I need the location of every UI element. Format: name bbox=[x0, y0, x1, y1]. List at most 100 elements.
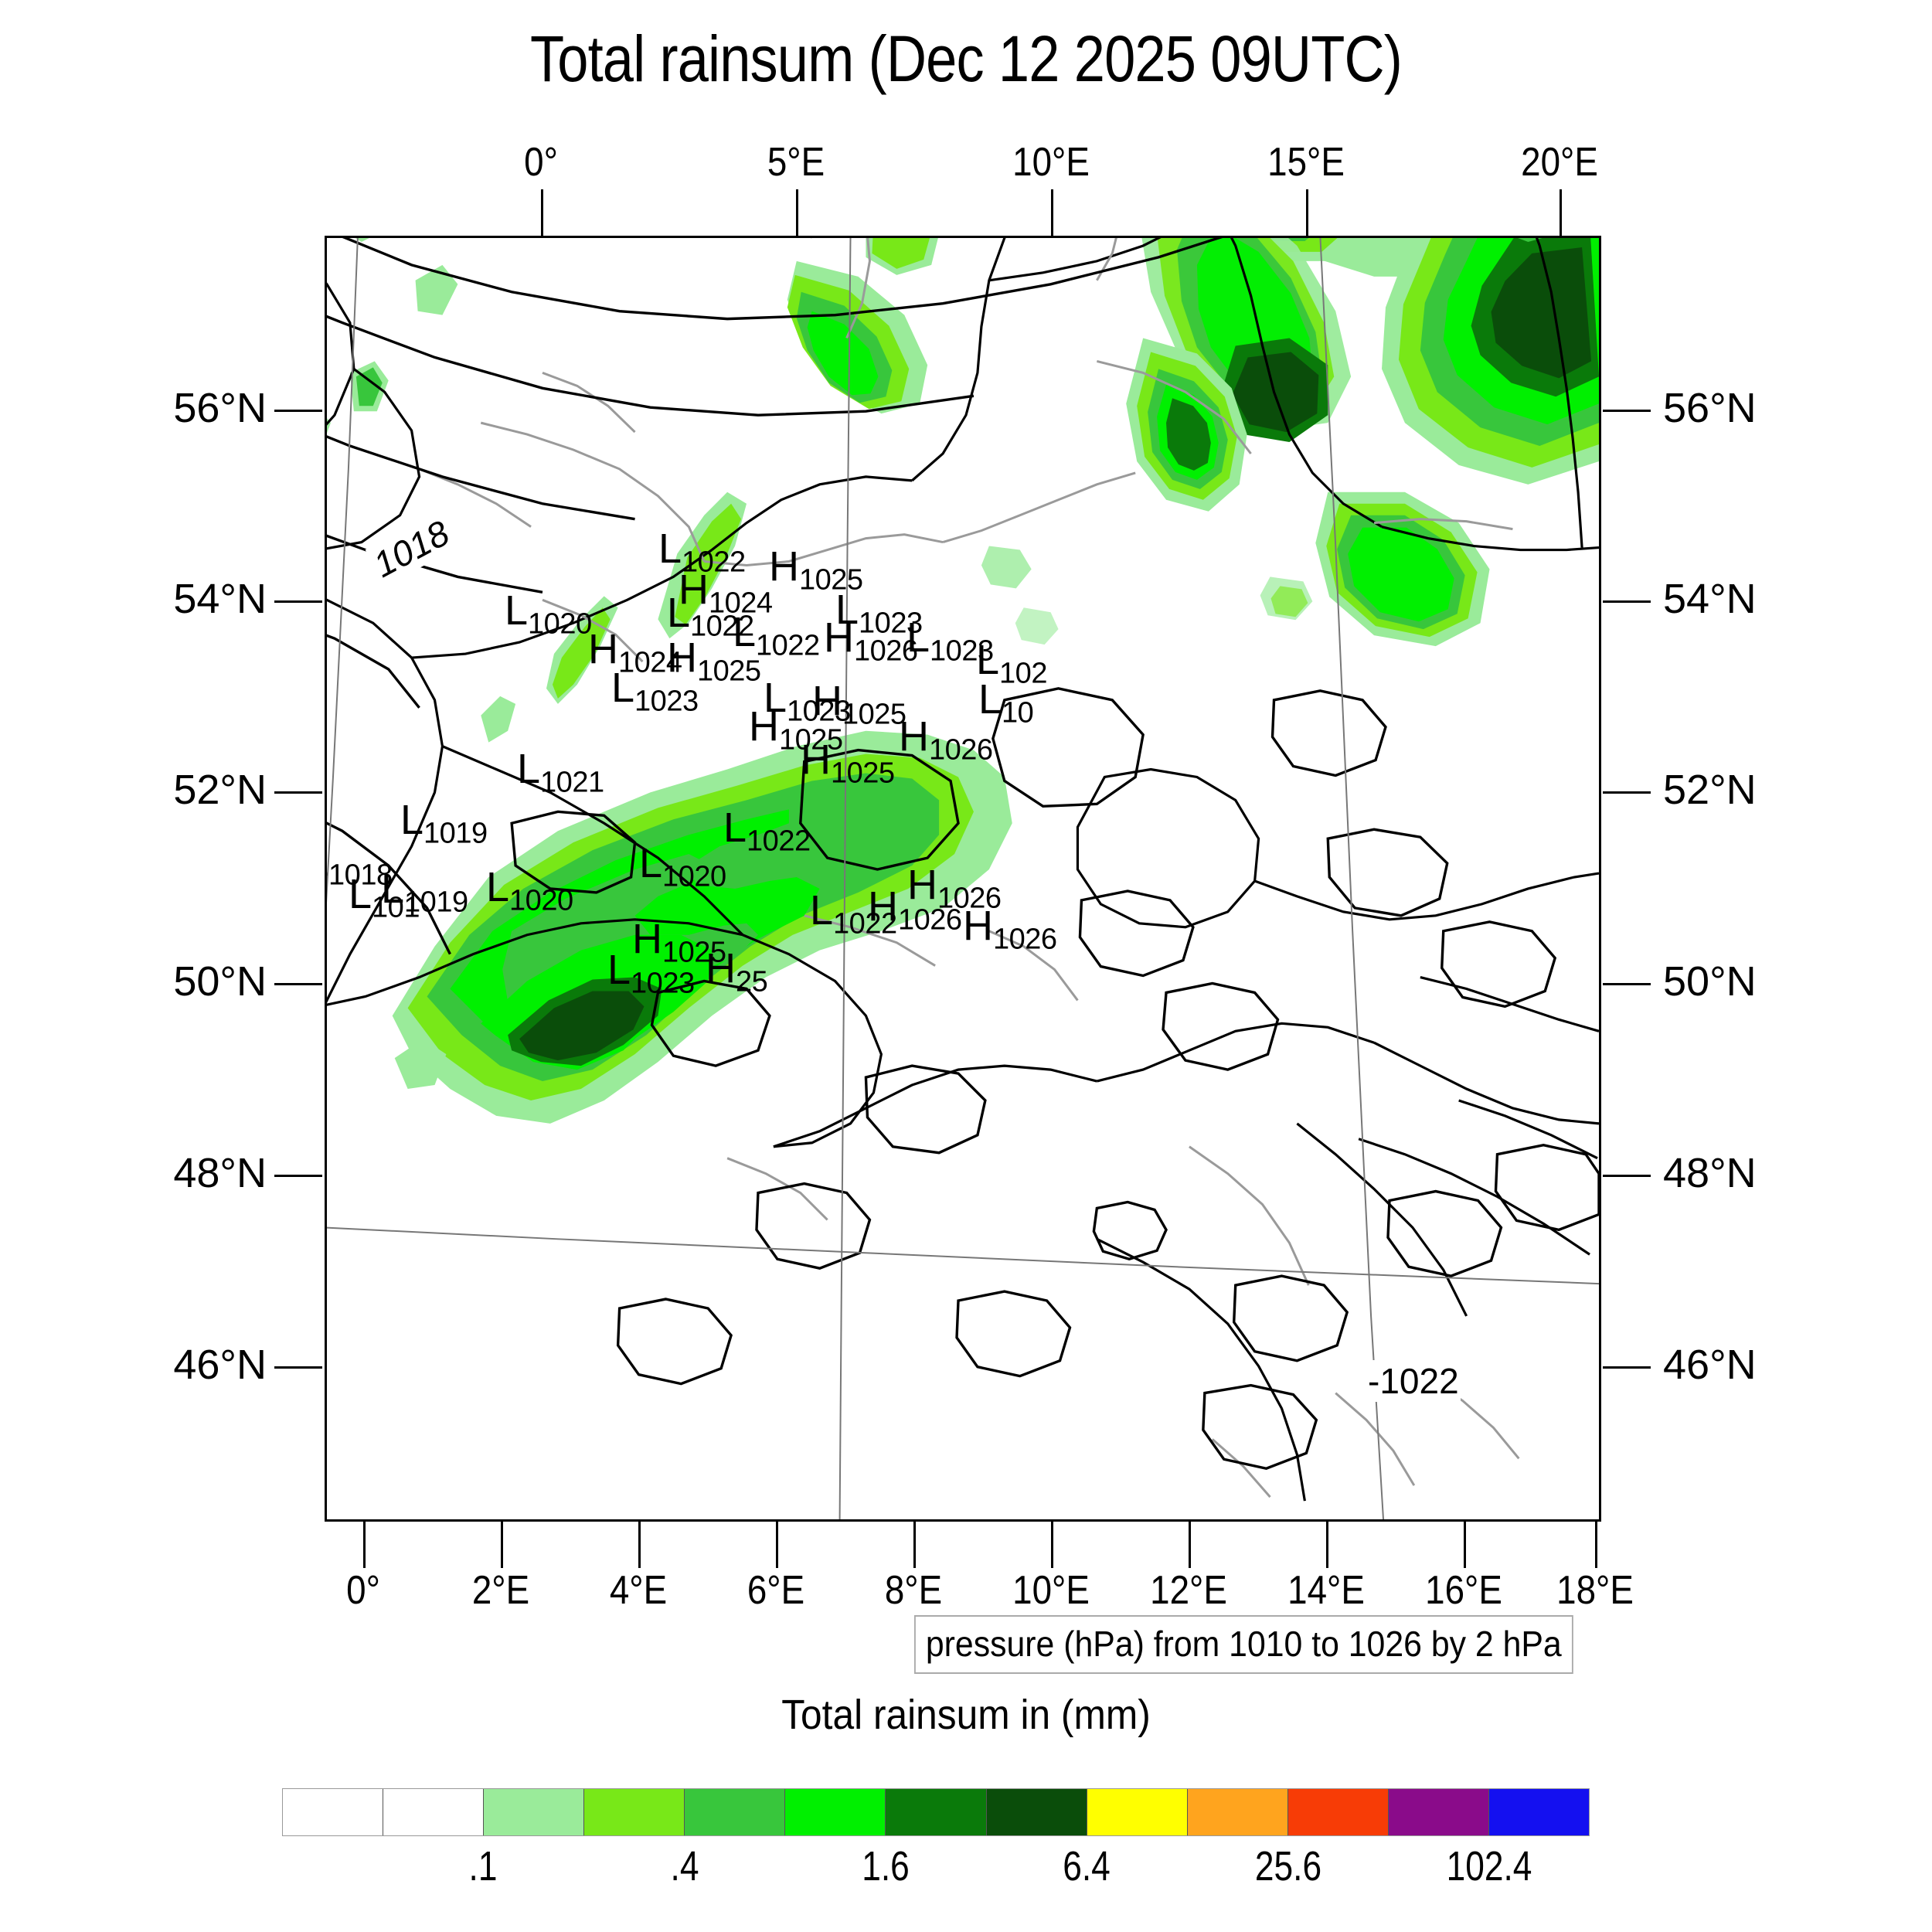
pressure-label-value: 1025 bbox=[831, 757, 895, 790]
tick-left-0 bbox=[274, 410, 322, 412]
pressure-label-l: L1023 bbox=[611, 667, 699, 716]
tick-top-0 bbox=[541, 189, 543, 236]
bottom-axis-label-4: 8°E bbox=[884, 1568, 943, 1613]
tick-left-3 bbox=[274, 983, 322, 985]
colorbar-cell-7[interactable] bbox=[986, 1789, 1087, 1835]
colorbar[interactable] bbox=[282, 1788, 1590, 1836]
pressure-label-type: L bbox=[733, 609, 757, 655]
pressure-label-h: H1026 bbox=[824, 617, 918, 665]
colorbar-cell-0[interactable] bbox=[283, 1789, 384, 1835]
colorbar-tick-5: 102.4 bbox=[1446, 1843, 1532, 1889]
tick-bottom-5 bbox=[1051, 1522, 1053, 1568]
pressure-label-l: L1022 bbox=[810, 889, 897, 938]
pressure-label-type: L bbox=[400, 797, 424, 843]
isobar-label: -1022 bbox=[1366, 1360, 1461, 1402]
colorbar-cell-2[interactable] bbox=[484, 1789, 585, 1835]
pressure-label-value: 102 bbox=[999, 657, 1047, 690]
pressure-label-type: H bbox=[706, 945, 736, 992]
right-axis-label-3: 50°N bbox=[1663, 958, 1757, 1005]
pressure-label-value: 1023 bbox=[930, 634, 994, 668]
tick-bottom-7 bbox=[1326, 1522, 1328, 1568]
tick-bottom-1 bbox=[501, 1522, 503, 1568]
pressure-label-value: 1020 bbox=[528, 607, 592, 641]
pressure-label-type: L bbox=[978, 676, 1002, 723]
bottom-axis-label-6: 12°E bbox=[1150, 1568, 1227, 1613]
colorbar-cell-8[interactable] bbox=[1087, 1789, 1188, 1835]
colorbar-cell-11[interactable] bbox=[1388, 1789, 1489, 1835]
colorbar-cell-3[interactable] bbox=[584, 1789, 685, 1835]
pressure-label-type: L bbox=[611, 665, 635, 711]
pressure-label-l: L1023 bbox=[906, 617, 994, 665]
pressure-label-l: L1020 bbox=[486, 866, 573, 915]
pressure-label-h: H1025 bbox=[749, 706, 843, 754]
pressure-label-type: L bbox=[835, 587, 859, 633]
pressure-label-type: H bbox=[679, 566, 709, 613]
pressure-label-h: H1025 bbox=[769, 546, 863, 594]
pressure-label-h: H1025 bbox=[667, 637, 761, 685]
pressure-label-h: H25 bbox=[706, 945, 768, 998]
tick-bottom-9 bbox=[1595, 1522, 1597, 1568]
pressure-label-type: H bbox=[907, 862, 937, 908]
bottom-axis-label-1: 2°E bbox=[471, 1568, 530, 1613]
colorbar-tick-labels: .1 .4 1.6 6.4 25.6 102.4 bbox=[282, 1842, 1590, 1896]
pressure-label-value: 25 bbox=[736, 965, 768, 998]
tick-left-4 bbox=[274, 1175, 322, 1177]
tick-top-3 bbox=[1306, 189, 1308, 236]
pressure-label-l: L1022 bbox=[658, 528, 746, 577]
pressure-label-value: 1024 bbox=[618, 646, 682, 679]
colorbar-cell-6[interactable] bbox=[886, 1789, 987, 1835]
colorbar-cell-12[interactable] bbox=[1488, 1789, 1590, 1835]
bottom-axis-label-2: 4°E bbox=[609, 1568, 668, 1613]
bottom-axis-label-7: 14°E bbox=[1287, 1568, 1365, 1613]
top-axis-label-2: 10°E bbox=[1012, 140, 1090, 185]
pressure-label-value: 1023 bbox=[787, 695, 851, 728]
pressure-label-h: H1026 bbox=[868, 886, 962, 934]
pressure-label-value: 1025 bbox=[779, 723, 843, 757]
left-axis-label-3: 50°N bbox=[173, 958, 267, 1005]
colorbar-tick-0: .1 bbox=[468, 1843, 498, 1889]
pressure-label-type: L bbox=[723, 804, 747, 851]
pressure-label-type: H bbox=[899, 713, 929, 760]
colorbar-cell-4[interactable] bbox=[685, 1789, 786, 1835]
page-title: Total rainsum (Dec 12 2025 09UTC) bbox=[530, 22, 1403, 95]
bottom-axis-label-3: 6°E bbox=[747, 1568, 805, 1613]
pressure-label-type: L bbox=[486, 864, 510, 910]
colorbar-tick-3: 6.4 bbox=[1063, 1843, 1111, 1889]
pressure-label-type: L bbox=[906, 614, 930, 661]
bottom-axis-label-9: 18°E bbox=[1556, 1568, 1634, 1613]
precipitation-field bbox=[327, 238, 1599, 1124]
isobar-contours bbox=[327, 238, 1599, 1471]
colorbar-cell-1[interactable] bbox=[383, 1789, 485, 1835]
left-axis-label-1: 54°N bbox=[173, 576, 267, 622]
pressure-label-type: L bbox=[505, 587, 529, 634]
colorbar-tick-1: .4 bbox=[670, 1843, 699, 1889]
pressure-label-value: 1019 bbox=[423, 817, 488, 850]
pressure-label-h: H1026 bbox=[907, 864, 1002, 913]
tick-right-5 bbox=[1603, 1366, 1651, 1369]
map-plot-area[interactable]: 1018 1018 1018 -1022 L1017L1012L1013L102… bbox=[325, 236, 1601, 1522]
pressure-label-value: 101 bbox=[372, 891, 420, 924]
tick-right-3 bbox=[1603, 983, 1651, 985]
pressure-label-type: H bbox=[588, 626, 618, 672]
pressure-label-type: H bbox=[801, 736, 831, 783]
pressure-label-type: L bbox=[810, 887, 834, 934]
pressure-label-value: 1022 bbox=[682, 546, 746, 579]
pressure-caption: pressure (hPa) from 1010 to 1026 by 2 hP… bbox=[914, 1615, 1573, 1674]
pressure-label-value: 1026 bbox=[993, 923, 1057, 956]
colorbar-cell-5[interactable] bbox=[785, 1789, 886, 1835]
pressure-label-type: L bbox=[381, 866, 405, 912]
tick-top-4 bbox=[1560, 189, 1562, 236]
pressure-label-type: H bbox=[812, 678, 842, 724]
left-axis-label-2: 52°N bbox=[173, 767, 267, 813]
colorbar-cell-9[interactable] bbox=[1187, 1789, 1288, 1835]
pressure-label-value: 1022 bbox=[690, 610, 754, 643]
tick-left-5 bbox=[274, 1366, 322, 1369]
pressure-label-value: 1025 bbox=[842, 698, 906, 731]
pressure-label-type: L bbox=[327, 838, 328, 885]
right-axis-label-2: 52°N bbox=[1663, 767, 1757, 813]
tick-bottom-8 bbox=[1464, 1522, 1466, 1568]
pressure-label-l: L10 bbox=[978, 676, 1034, 727]
top-axis-label-1: 5°E bbox=[767, 140, 825, 185]
pressure-label-l: L101 bbox=[349, 873, 420, 922]
colorbar-cell-10[interactable] bbox=[1287, 1789, 1389, 1835]
